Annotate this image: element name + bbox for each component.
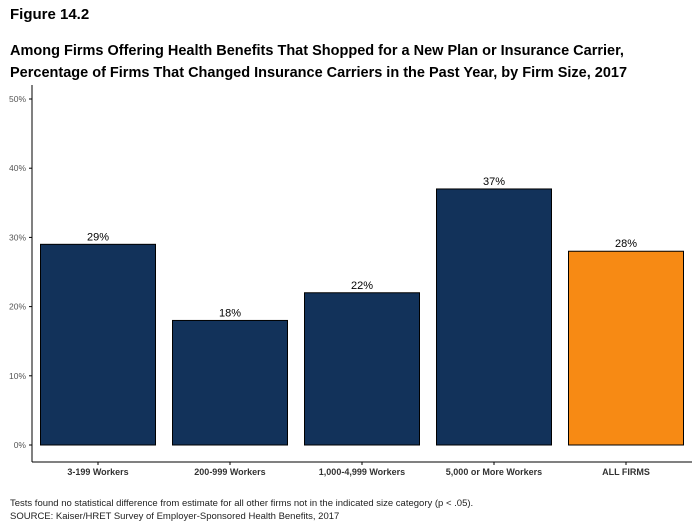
- chart-title-line-1: Among Firms Offering Health Benefits Tha…: [10, 43, 624, 59]
- chart-title-line-2: Percentage of Firms That Changed Insuran…: [10, 65, 628, 81]
- significance-note: Tests found no statistical difference fr…: [10, 498, 474, 509]
- x-tick-label: ALL FIRMS: [602, 467, 650, 477]
- bar-chart: 0% 10% 20% 30% 40% 50% 29% 3-199 Workers 18% 200-…: [9, 85, 692, 477]
- bar: [40, 243, 156, 446]
- y-tick-label: 40%: [9, 163, 26, 173]
- bar: [568, 250, 684, 446]
- bar-value-label: 29%: [87, 231, 109, 243]
- bar: [436, 188, 552, 446]
- x-tick-label: 200-999 Workers: [194, 467, 265, 477]
- bar-value-label: 28%: [615, 238, 637, 250]
- chart-title: Among Firms Offering Health Benefits Tha…: [10, 40, 690, 84]
- y-tick-label: 50%: [9, 94, 26, 104]
- x-tick-label: 5,000 or More Workers: [446, 467, 542, 477]
- bar: [304, 292, 420, 446]
- y-tick-label: 0%: [14, 440, 27, 450]
- y-tick-label: 30%: [9, 232, 26, 242]
- source-note: SOURCE: Kaiser/HRET Survey of Employer-S…: [10, 511, 340, 522]
- bar-value-label: 37%: [483, 176, 505, 188]
- figure-label: Figure 14.2: [10, 6, 90, 23]
- x-tick-label: 1,000-4,999 Workers: [319, 467, 405, 477]
- y-tick-label: 10%: [9, 371, 26, 381]
- bar-value-label: 22%: [351, 280, 373, 292]
- bar: [172, 319, 288, 446]
- bar-value-label: 18%: [219, 307, 241, 319]
- footnotes: Tests found no statistical difference fr…: [10, 497, 473, 523]
- x-tick-label: 3-199 Workers: [67, 467, 128, 477]
- y-tick-label: 20%: [9, 302, 26, 312]
